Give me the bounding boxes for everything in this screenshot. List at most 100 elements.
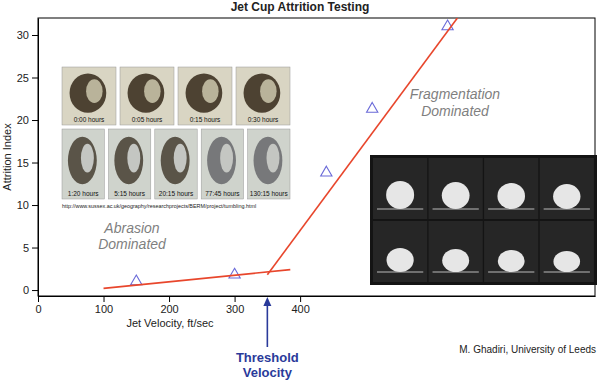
photo-stone bbox=[244, 73, 281, 112]
x-tick-mark bbox=[169, 296, 170, 302]
impact-frame bbox=[540, 158, 594, 219]
photo-caption: 0:05 hours bbox=[132, 116, 163, 123]
y-tick: 25 bbox=[17, 72, 38, 84]
y-tick-label: 25 bbox=[17, 72, 29, 84]
y-tick: 15 bbox=[17, 157, 38, 169]
x-tick-mark bbox=[235, 296, 236, 302]
photo-caption: 0:00 hours bbox=[74, 116, 105, 123]
y-tick: 30 bbox=[17, 29, 38, 41]
impact-background bbox=[370, 155, 597, 285]
photo-stone-light bbox=[202, 79, 219, 103]
photo-stone bbox=[207, 137, 236, 185]
x-tick-label: 100 bbox=[95, 303, 113, 315]
photo-stone bbox=[68, 137, 97, 185]
x-tick-mark bbox=[300, 296, 301, 302]
photo-stone bbox=[254, 137, 283, 185]
y-tick-label: 0 bbox=[23, 284, 29, 296]
photo-inset: 0:00 hours 0:05 hours 0:15 hours 0:30 hours… bbox=[62, 67, 290, 209]
y-axis-line bbox=[38, 19, 39, 297]
x-axis: 0 100 200 300 400 bbox=[35, 296, 595, 315]
x-tick: 200 bbox=[160, 296, 178, 315]
threshold-arrow bbox=[263, 297, 271, 347]
x-tick: 100 bbox=[95, 296, 113, 315]
photo-caption: 0:30 hours bbox=[248, 116, 279, 123]
x-tick: 300 bbox=[226, 296, 244, 315]
data-point bbox=[131, 275, 142, 285]
y-tick: 10 bbox=[17, 199, 38, 211]
photo-stone-light bbox=[174, 144, 187, 173]
y-tick-mark bbox=[32, 290, 38, 291]
x-tick-mark bbox=[104, 296, 105, 302]
x-tick: 0 bbox=[35, 296, 41, 315]
fit-line bbox=[267, 18, 457, 275]
impact-frame bbox=[484, 158, 538, 219]
impact-sphere bbox=[498, 250, 525, 272]
photo-source: http://www.sussex.ac.uk/geography/resear… bbox=[62, 203, 256, 209]
abrasion-label-line: Dominated bbox=[98, 236, 167, 252]
photo-frame bbox=[108, 129, 150, 199]
background bbox=[0, 0, 600, 386]
data-point bbox=[229, 268, 240, 278]
impact-frame bbox=[373, 221, 427, 282]
photo-caption: 1:20 hours bbox=[68, 190, 99, 197]
y-tick-label: 20 bbox=[17, 114, 29, 126]
abrasion-label: AbrasionDominated bbox=[98, 220, 167, 252]
impact-inset bbox=[370, 155, 597, 285]
impact-sphere bbox=[497, 183, 525, 209]
photo-stone bbox=[128, 73, 165, 112]
impact-sphere bbox=[553, 184, 580, 209]
x-tick-label: 200 bbox=[160, 303, 178, 315]
x-tick-label: 400 bbox=[291, 303, 309, 315]
threshold-arrow-head bbox=[263, 297, 271, 306]
x-axis-title: Jet Velocity, ft/sec bbox=[126, 317, 214, 329]
y-tick-label: 30 bbox=[17, 29, 29, 41]
impact-frame bbox=[540, 221, 594, 282]
photo-stone bbox=[161, 137, 190, 185]
photo-frame bbox=[201, 129, 243, 199]
y-axis: 0 5 10 15 20 25 30 bbox=[17, 19, 39, 297]
impact-sphere bbox=[442, 182, 470, 209]
photo-stone-light bbox=[260, 79, 277, 103]
photo-frame bbox=[248, 129, 290, 199]
impact-frame bbox=[484, 221, 538, 282]
abrasion-label-line: Abrasion bbox=[103, 220, 159, 236]
chart-svg: Jet Cup Attrition Testing010020030040005… bbox=[0, 0, 600, 386]
data-point bbox=[321, 166, 332, 176]
photo-frame bbox=[62, 129, 104, 199]
impact-frame bbox=[429, 221, 483, 282]
y-tick: 20 bbox=[17, 114, 38, 126]
y-tick-mark bbox=[32, 78, 38, 79]
y-tick-label: 15 bbox=[17, 157, 29, 169]
photo-stone-light bbox=[144, 79, 161, 103]
photo-caption: 20:15 hours bbox=[159, 190, 194, 197]
impact-frame bbox=[429, 158, 483, 219]
threshold-label: ThresholdVelocity bbox=[236, 350, 299, 380]
photo-stone bbox=[70, 73, 107, 112]
data-point bbox=[367, 102, 378, 112]
photo-caption: 5:15 hours bbox=[114, 190, 145, 197]
y-tick: 0 bbox=[23, 284, 38, 296]
photo-credit: M. Ghadiri, University of Leeds bbox=[459, 344, 596, 355]
y-tick-label: 5 bbox=[23, 242, 29, 254]
impact-frame bbox=[373, 158, 427, 219]
y-tick-label: 10 bbox=[17, 199, 29, 211]
photo-frame bbox=[120, 67, 174, 125]
photo-caption: 130:15 hours bbox=[250, 190, 289, 197]
photo-caption: 0:15 hours bbox=[190, 116, 221, 123]
photo-stone bbox=[186, 73, 223, 112]
photo-frame bbox=[62, 67, 116, 125]
impact-sphere bbox=[553, 251, 580, 272]
x-axis-line bbox=[39, 296, 596, 297]
threshold-arrow-shaft bbox=[267, 304, 269, 347]
x-tick-mark bbox=[38, 296, 39, 302]
photo-frame bbox=[236, 67, 290, 125]
fit-line bbox=[104, 270, 291, 289]
photo-frame bbox=[178, 67, 232, 125]
photo-stone-light bbox=[81, 144, 94, 173]
fragmentation-label-line: Fragmentation bbox=[410, 86, 500, 102]
y-tick-mark bbox=[32, 205, 38, 206]
photo-caption: 77:45 hours bbox=[205, 190, 240, 197]
fragmentation-label-line: Dominated bbox=[421, 103, 490, 119]
y-tick-mark bbox=[32, 163, 38, 164]
fragmentation-label: FragmentationDominated bbox=[410, 86, 500, 119]
